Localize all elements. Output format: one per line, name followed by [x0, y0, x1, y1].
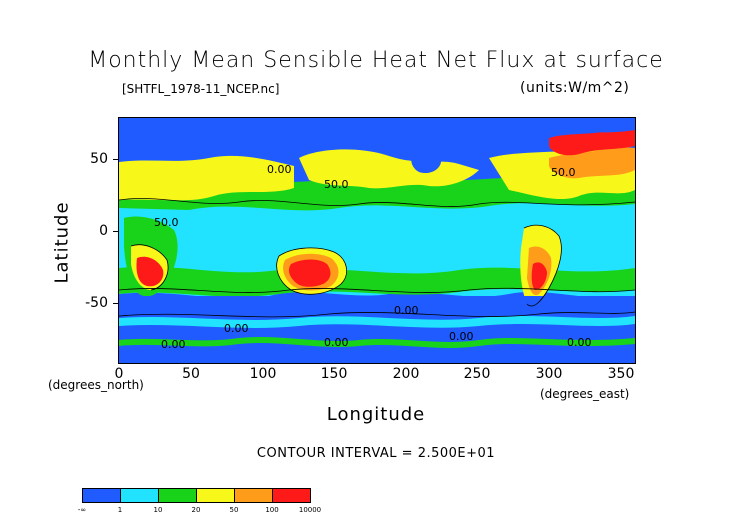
units-label: (units:W/m^2) — [520, 80, 630, 96]
legend-label: 20 — [191, 506, 201, 514]
ytick-mark — [113, 159, 118, 160]
flux-map: 50.0 50.0 0.00 0.00 0.00 0.00 0.00 0.00 … — [119, 118, 635, 363]
greenland-blue — [411, 150, 442, 174]
legend-label: 1 — [117, 506, 123, 514]
legend-swatch — [159, 489, 197, 502]
legend-label: 50 — [229, 506, 239, 514]
legend-swatch — [273, 489, 310, 502]
ytick-label: 0 — [99, 223, 108, 239]
xtick-label: 350 — [607, 366, 635, 382]
xtick-label: 100 — [249, 366, 277, 382]
contour-label: 50.0 — [551, 166, 576, 179]
legend-swatch — [83, 489, 121, 502]
australia-red — [288, 259, 331, 287]
contour-label: 0.00 — [324, 336, 349, 349]
contour-label: 50.0 — [324, 178, 349, 191]
green-band-south — [119, 266, 635, 297]
contour-label: 0.00 — [267, 163, 292, 176]
antarctic-green-streaks — [119, 337, 635, 348]
map-plot-area: 50.0 50.0 0.00 0.00 0.00 0.00 0.00 0.00 … — [118, 117, 636, 364]
africa-red — [136, 256, 164, 287]
legend-swatch — [235, 489, 273, 502]
file-label: [SHTFL_1978-11_NCEP.nc] — [122, 82, 280, 96]
legend-swatch — [121, 489, 159, 502]
north-america — [299, 149, 479, 189]
contour-label: 50.0 — [154, 216, 179, 229]
contour-label: 0.00 — [394, 304, 419, 317]
color-legend — [82, 488, 311, 503]
ytick-label: 50 — [90, 151, 108, 167]
xtick-label: 300 — [535, 366, 563, 382]
contour-label: 0.00 — [567, 336, 592, 349]
legend-label: 10 — [153, 506, 163, 514]
contour-label-group: 50.0 50.0 0.00 0.00 0.00 0.00 0.00 0.00 … — [154, 163, 592, 351]
legend-swatch — [197, 489, 235, 502]
legend-label: 100 — [265, 506, 279, 514]
legend-label: 10000 — [298, 506, 322, 514]
xtick-label: 250 — [463, 366, 491, 382]
y-axis-unit: (degrees_north) — [48, 378, 144, 392]
ytick-label: -50 — [85, 295, 108, 311]
y-axis-label: Latitude — [51, 201, 73, 284]
ytick-mark — [113, 231, 118, 232]
xtick-label: 200 — [392, 366, 420, 382]
contour-lines — [119, 198, 635, 318]
eurasia — [119, 155, 294, 201]
xtick-label: 150 — [320, 366, 348, 382]
siberia-red — [549, 128, 635, 156]
contour-label: 0.00 — [224, 322, 249, 335]
chart-title: Monthly Mean Sensible Heat Net Flux at s… — [88, 48, 664, 73]
arctic-blue — [119, 118, 635, 136]
south-america-red — [531, 262, 547, 290]
southern-cyan-streaks — [119, 316, 635, 328]
x-axis-label: Longitude — [326, 404, 426, 425]
contour-label: 0.00 — [449, 330, 474, 343]
x-axis-unit: (degrees_east) — [540, 387, 630, 401]
legend-label: -∞ — [77, 506, 87, 514]
ytick-mark — [113, 303, 118, 304]
contour-interval-label: CONTOUR INTERVAL = 2.500E+01 — [256, 446, 496, 461]
xtick-label: 50 — [182, 366, 200, 382]
contour-label: 0.00 — [161, 338, 186, 351]
xtick-label: 0 — [114, 366, 124, 382]
southern-ocean — [119, 296, 635, 363]
